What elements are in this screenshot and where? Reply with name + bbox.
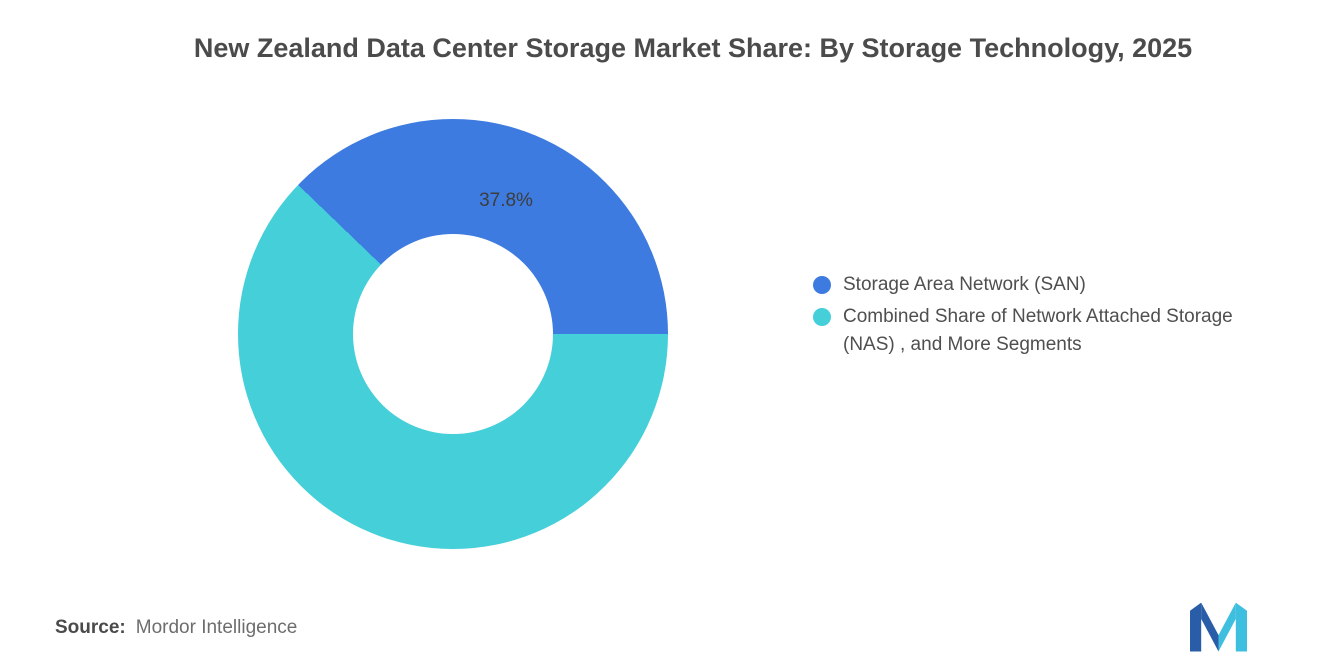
- mordor-intelligence-logo: [1190, 602, 1247, 652]
- chart-title: New Zealand Data Center Storage Market S…: [193, 33, 1193, 63]
- chart-legend: Storage Area Network (SAN) Combined Shar…: [813, 271, 1243, 363]
- legend-swatch-san: [813, 276, 831, 294]
- legend-label-nas: Combined Share of Network Attached Stora…: [843, 306, 1233, 355]
- legend-item-nas: Combined Share of Network Attached Stora…: [813, 303, 1243, 359]
- legend-label-san: Storage Area Network (SAN): [843, 274, 1086, 295]
- slice-value-label: 37.8%: [479, 190, 533, 211]
- source-value: Mordor Intelligence: [135, 617, 298, 638]
- donut-hole: [353, 234, 553, 434]
- donut-chart-area: 37.8%: [238, 119, 668, 549]
- legend-item-san: Storage Area Network (SAN): [813, 271, 1243, 299]
- legend-swatch-nas: [813, 308, 831, 326]
- source-line: Source: Mordor Intelligence: [55, 617, 297, 639]
- source-label: Source:: [55, 617, 126, 638]
